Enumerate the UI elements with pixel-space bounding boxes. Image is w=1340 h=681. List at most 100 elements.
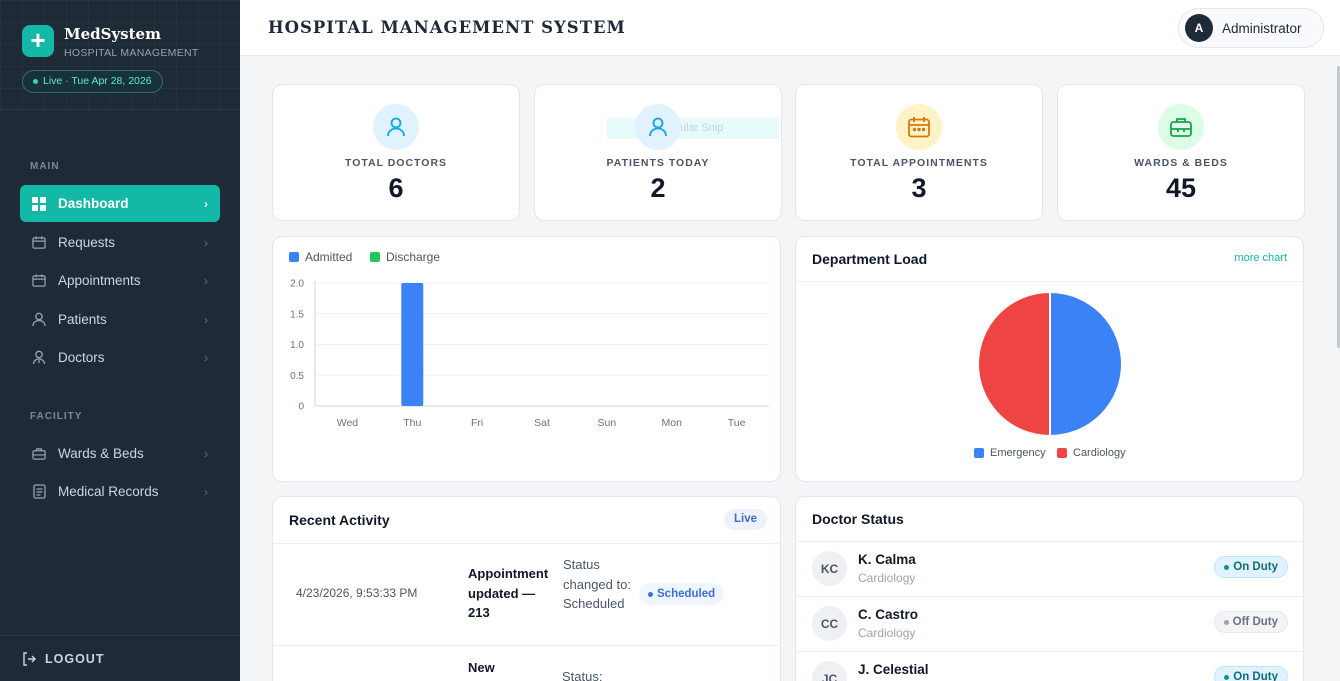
legend-item-emergency[interactable]: Emergency bbox=[974, 447, 1046, 459]
status-text: On Duty bbox=[1233, 561, 1278, 573]
status-badge: Scheduled bbox=[639, 583, 725, 605]
user-menu-button[interactable]: A Administrator bbox=[1178, 8, 1324, 48]
y-tick-label: 1.0 bbox=[290, 340, 304, 351]
divider bbox=[273, 645, 780, 646]
stat-value: 6 bbox=[388, 173, 404, 203]
status-text: On Duty bbox=[1233, 671, 1278, 681]
chevron-right-icon: › bbox=[204, 350, 208, 365]
chevron-right-icon: › bbox=[204, 484, 208, 499]
stat-value: 2 bbox=[650, 173, 666, 203]
legend-item-admitted[interactable]: Admitted bbox=[289, 250, 352, 264]
status-text: Scheduled bbox=[657, 588, 716, 600]
sidebar-item-label: Requests bbox=[58, 235, 116, 250]
user-icon bbox=[635, 104, 681, 150]
activity-time: 4/23/2026, 9:53:33 PM bbox=[296, 586, 418, 600]
admissions-chart-card: Admitted Discharge 0 0.5 1.0 1.5 2.0 Wed Thu Fr… bbox=[272, 236, 781, 482]
live-dot-icon bbox=[33, 79, 38, 84]
dashboard-icon bbox=[32, 196, 46, 211]
y-tick-label: 0.5 bbox=[290, 371, 304, 382]
sidebar-item-label: Dashboard bbox=[58, 196, 129, 211]
divider bbox=[796, 596, 1303, 597]
x-tick-label: Fri bbox=[471, 417, 483, 429]
legend-swatch bbox=[289, 252, 299, 262]
doctor-name: J. Celestial bbox=[858, 662, 929, 677]
card-title: Doctor Status bbox=[812, 511, 904, 527]
calendar-icon bbox=[32, 274, 46, 288]
status-dot-icon bbox=[648, 591, 653, 597]
chevron-right-icon: › bbox=[204, 196, 208, 211]
stat-label: PATIENTS TODAY bbox=[606, 157, 710, 169]
y-tick-label: 2.0 bbox=[290, 279, 304, 290]
legend-swatch bbox=[1057, 448, 1067, 458]
avatar: KC bbox=[812, 551, 847, 586]
divider bbox=[796, 281, 1303, 282]
pie-slice-emergency[interactable] bbox=[1049, 290, 1123, 438]
logout-button[interactable]: LOGOUT bbox=[0, 635, 240, 681]
pie-slice-cardiology[interactable] bbox=[977, 290, 1051, 438]
user-icon bbox=[373, 104, 419, 150]
sidebar-item-wards-beds[interactable]: Wards & Beds › bbox=[20, 435, 220, 472]
activity-title: New bbox=[468, 660, 495, 675]
x-tick-label: Sat bbox=[534, 417, 550, 429]
bar-chart: 0 0.5 1.0 1.5 2.0 Wed Thu Fri Sat Sun Mon Tue bbox=[290, 279, 769, 429]
sidebar-item-dashboard[interactable]: Dashboard › bbox=[20, 185, 220, 222]
calendar-icon bbox=[32, 236, 46, 250]
x-tick-label: Wed bbox=[337, 417, 359, 429]
sidebar-item-label: Medical Records bbox=[58, 484, 159, 499]
bed-icon bbox=[32, 447, 46, 461]
brand-panel: + MedSystem HOSPITAL MANAGEMENT Live · T… bbox=[0, 0, 240, 110]
status-badge: On Duty bbox=[1214, 666, 1288, 681]
x-tick-label: Sun bbox=[598, 417, 617, 429]
plus-logo-icon: + bbox=[22, 25, 54, 57]
stat-card-total-appointments: TOTAL APPOINTMENTS 3 bbox=[795, 84, 1043, 221]
stat-label: TOTAL DOCTORS bbox=[344, 157, 448, 169]
chevron-right-icon: › bbox=[204, 446, 208, 461]
sidebar-item-appointments[interactable]: Appointments › bbox=[20, 262, 220, 299]
chevron-right-icon: › bbox=[204, 312, 208, 327]
sidebar-item-requests[interactable]: Requests › bbox=[20, 224, 220, 261]
legend-label: Discharge bbox=[386, 250, 441, 264]
status-dot-icon bbox=[1224, 564, 1230, 570]
legend-label: Admitted bbox=[305, 250, 353, 264]
legend-item-discharge[interactable]: Discharge bbox=[370, 250, 440, 264]
doctor-icon bbox=[32, 350, 46, 365]
department-load-card: Department Load more chart Emergency Car… bbox=[795, 236, 1304, 482]
pie-chart bbox=[977, 290, 1123, 438]
sidebar-item-label: Appointments bbox=[58, 273, 141, 288]
sidebar-item-label: Doctors bbox=[58, 350, 105, 365]
document-icon bbox=[32, 484, 46, 499]
y-tick-label: 0 bbox=[298, 402, 304, 413]
doctor-status-card: Doctor Status KC K. Calma Cardiology On … bbox=[795, 496, 1304, 681]
scrollbar-track[interactable] bbox=[1335, 56, 1340, 681]
more-chart-link[interactable]: more chart bbox=[1234, 252, 1287, 264]
divider bbox=[273, 543, 780, 544]
activity-detail: Status changed to: Scheduled bbox=[563, 557, 631, 611]
live-date-pill: Live · Tue Apr 28, 2026 bbox=[22, 70, 163, 93]
brand-name: MedSystem bbox=[64, 25, 161, 43]
scrollbar-thumb[interactable] bbox=[1337, 66, 1340, 348]
page-title: HOSPITAL MANAGEMENT SYSTEM bbox=[268, 18, 626, 37]
legend-item-cardiology[interactable]: Cardiology bbox=[1057, 447, 1126, 459]
x-tick-label: Thu bbox=[403, 417, 421, 429]
stat-card-patients-today: Rectangular Snip PATIENTS TODAY 2 bbox=[534, 84, 782, 221]
doctor-name: C. Castro bbox=[858, 607, 919, 622]
sidebar: + MedSystem HOSPITAL MANAGEMENT Live · T… bbox=[0, 0, 240, 681]
stat-label: WARDS & BEDS bbox=[1134, 157, 1228, 169]
doctor-dept: Cardiology bbox=[858, 626, 916, 640]
nav-section-main: MAIN bbox=[30, 161, 60, 172]
sidebar-item-label: Wards & Beds bbox=[58, 446, 144, 461]
divider bbox=[796, 651, 1303, 652]
status-dot-icon bbox=[1223, 619, 1229, 625]
stat-label: TOTAL APPOINTMENTS bbox=[850, 157, 988, 169]
sidebar-item-label: Patients bbox=[58, 312, 107, 327]
x-tick-label: Mon bbox=[661, 417, 682, 429]
sidebar-item-doctors[interactable]: Doctors › bbox=[20, 339, 220, 376]
activity-title: Appointment updated — 213 bbox=[468, 566, 549, 620]
legend-label: Emergency bbox=[990, 447, 1046, 459]
x-tick-label: Tue bbox=[728, 417, 746, 429]
activity-detail: Status: bbox=[562, 669, 603, 681]
logout-label: LOGOUT bbox=[45, 651, 105, 666]
y-tick-label: 1.5 bbox=[290, 309, 304, 320]
sidebar-item-medical-records[interactable]: Medical Records › bbox=[20, 473, 220, 510]
sidebar-item-patients[interactable]: Patients › bbox=[20, 301, 220, 338]
